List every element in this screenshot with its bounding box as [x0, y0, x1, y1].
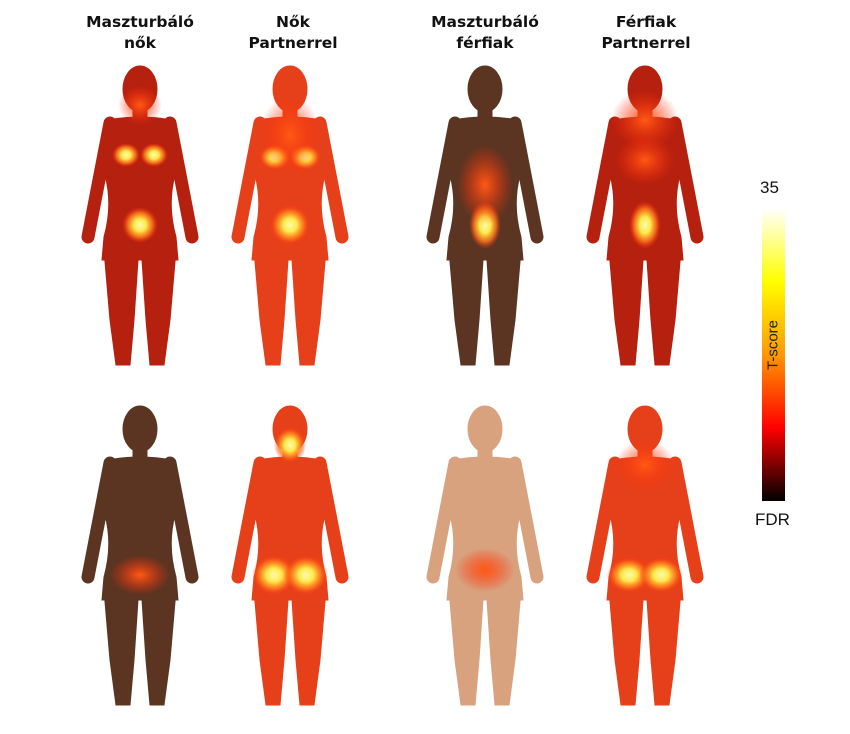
colorbar-min-label: FDR [755, 510, 790, 529]
column-title-men-masturbation: Maszturbáló férfiak [405, 12, 565, 54]
heat-hotspot [455, 548, 515, 592]
heat-hotspot [110, 555, 170, 595]
title-line: Maszturbáló [431, 13, 539, 31]
colorbar [762, 208, 785, 501]
title-line: férfiak [456, 34, 514, 52]
body-front-2 [433, 66, 537, 365]
heat-hotspot [615, 135, 675, 185]
body-back-0 [88, 406, 192, 705]
heat-hotspot [140, 143, 168, 167]
heat-hotspot [122, 207, 158, 243]
heat-hotspot [274, 427, 306, 463]
heat-hotspot [639, 557, 683, 593]
title-line: Partnerrel [248, 34, 338, 52]
title-line: Férfiak [615, 13, 677, 31]
colorbar-max-label: 35 [760, 178, 779, 197]
body-front-1 [238, 66, 342, 365]
title-line: Partnerrel [601, 34, 691, 52]
heat-hotspot [615, 440, 675, 490]
heat-hotspot [260, 95, 320, 175]
column-title-women-masturbation: Maszturbáló nők [60, 12, 220, 54]
body-back-2 [433, 406, 537, 705]
heat-hotspot [112, 143, 140, 167]
body-back-1 [238, 406, 342, 705]
colorbar-axis-label: T-score [764, 319, 782, 371]
heat-hotspot [457, 145, 513, 225]
heat-hotspot [629, 201, 661, 249]
heat-hotspot [611, 90, 679, 150]
column-title-men-partner: Férfiak Partnerrel [566, 12, 726, 54]
heat-hotspot [118, 85, 162, 125]
heat-hotspot [607, 557, 651, 593]
body-front-3 [593, 66, 697, 365]
title-line: nők [124, 34, 156, 52]
title-line: Nők [276, 13, 310, 31]
body-back-3 [593, 406, 697, 705]
heat-hotspot [252, 555, 296, 595]
column-title-women-partner: Nők Partnerrel [213, 12, 373, 54]
heat-hotspot [270, 205, 310, 245]
heat-hotspot [284, 555, 328, 595]
body-front-0 [88, 66, 192, 365]
title-line: Maszturbáló [86, 13, 194, 31]
